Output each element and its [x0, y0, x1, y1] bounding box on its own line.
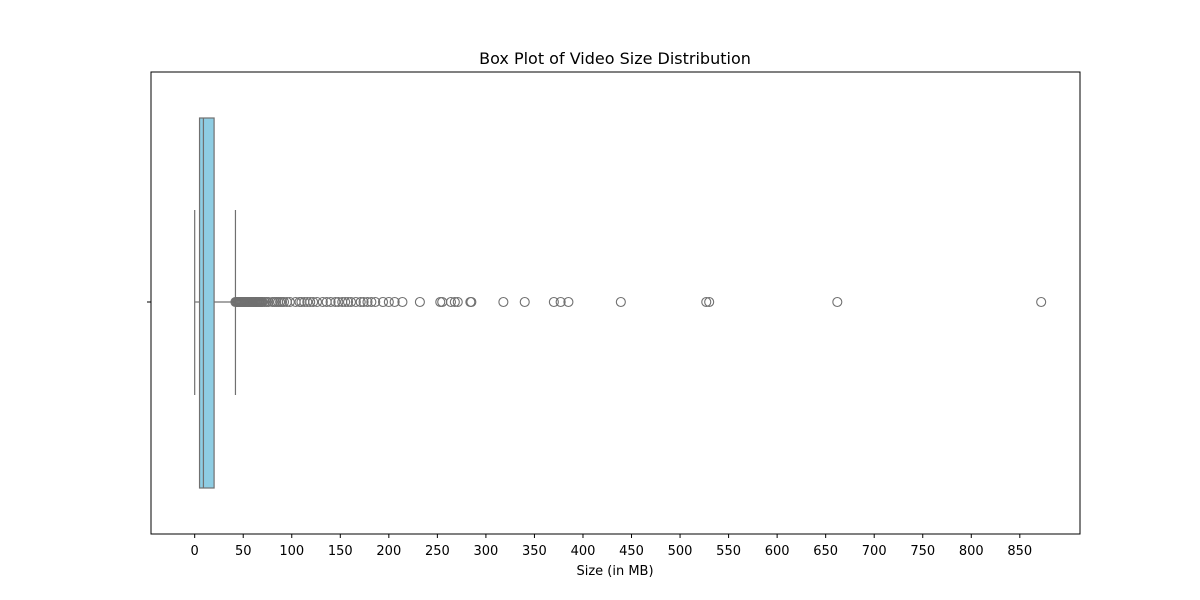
outlier-point [343, 296, 354, 308]
iqr-box [198, 117, 215, 489]
outlier-point [449, 296, 460, 308]
x-tick-label: 700 [862, 544, 887, 559]
x-axis: 0 50 100 150 200 250 300 350 400 450 500 550 600 650 7… [191, 534, 1032, 559]
outlier-point [308, 296, 319, 308]
outlier-point [358, 296, 369, 308]
x-tick-label: 250 [425, 544, 450, 559]
x-tick-label: 300 [473, 544, 498, 559]
outlier-point [397, 296, 408, 308]
outlier-point [284, 296, 295, 308]
outlier-point [445, 296, 457, 308]
outlier-point [383, 296, 394, 308]
outlier-point [704, 296, 715, 308]
outlier-point [498, 296, 509, 308]
outlier-point [317, 296, 328, 308]
outlier-point [362, 296, 373, 308]
x-tick-label: 800 [959, 544, 984, 559]
outlier-point [345, 296, 357, 308]
outlier-point [350, 296, 361, 308]
x-tick-label: 600 [765, 544, 790, 559]
outlier-point [466, 296, 477, 308]
outlier-point [302, 296, 313, 308]
outliers-group [230, 296, 1047, 308]
outlier-point [615, 296, 626, 308]
outlier-point [701, 296, 712, 308]
outlier-point [333, 296, 344, 308]
chart-title: Box Plot of Video Size Distribution [479, 49, 751, 68]
x-tick-label: 400 [571, 544, 596, 559]
x-tick-label: 750 [910, 544, 935, 559]
outlier-point [340, 296, 351, 308]
x-tick-label: 550 [716, 544, 741, 559]
outlier-point [305, 296, 316, 308]
outlier-point [278, 296, 290, 308]
outlier-point [377, 296, 389, 308]
outlier-point [389, 296, 400, 308]
outlier-point [832, 296, 843, 308]
boxplot-group [194, 117, 237, 489]
x-tick-label: 0 [191, 544, 199, 559]
x-axis-label: Size (in MB) [576, 564, 653, 579]
x-tick-label: 850 [1007, 544, 1032, 559]
outlier-point [330, 296, 341, 308]
x-tick-label: 50 [235, 544, 252, 559]
outlier-point [1036, 296, 1047, 308]
outlier-point [325, 296, 336, 308]
x-tick-label: 200 [376, 544, 401, 559]
outlier-point [548, 296, 559, 308]
outlier-point [555, 296, 566, 308]
x-tick-label: 500 [668, 544, 693, 559]
outlier-point [355, 296, 366, 308]
x-tick-label: 100 [279, 544, 304, 559]
outlier-point [370, 296, 381, 308]
outlier-point [311, 296, 323, 308]
outlier-point [563, 296, 574, 308]
outlier-point [519, 296, 530, 308]
x-tick-label: 650 [813, 544, 838, 559]
x-tick-label: 150 [328, 544, 353, 559]
outlier-point [366, 296, 377, 308]
x-tick-label: 450 [619, 544, 644, 559]
outlier-point [452, 296, 463, 308]
outlier-point [414, 296, 425, 308]
x-tick-label: 350 [522, 544, 547, 559]
outlier-point [263, 296, 274, 308]
plot-area-frame [150, 71, 1081, 535]
